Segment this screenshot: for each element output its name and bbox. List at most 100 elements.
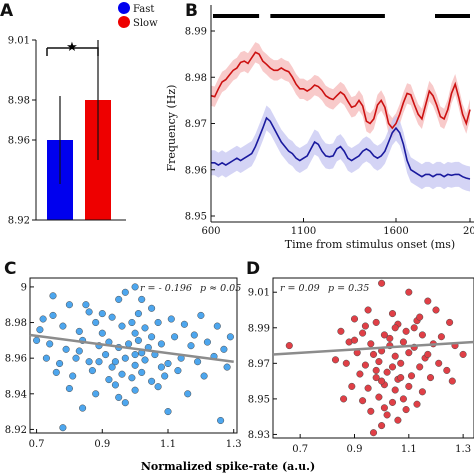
x-tick-label: 1100 [291, 226, 316, 237]
legend-swatch-slow [118, 16, 130, 28]
y-tick-label: 8.94 [5, 389, 27, 400]
scatter-point [399, 338, 407, 346]
scatter-point [380, 331, 388, 339]
scatter-point [359, 329, 367, 337]
scatter-point [167, 315, 175, 323]
scatter-point [59, 322, 67, 330]
scatter-point [111, 381, 119, 389]
y-tick-label: 8.92 [8, 216, 30, 227]
y-tick-label: 8.99 [248, 323, 270, 334]
scatter-point [217, 416, 225, 425]
scatter-point [386, 334, 394, 342]
panel-c: C 8.92 8.94 8.96 8.98 9 0.7 0.9 1.1 1.3 r = - 0.… [4, 259, 242, 450]
scatter-point [213, 322, 221, 330]
scatter-point [378, 377, 386, 385]
scatter-point [369, 429, 378, 437]
scatter-point [372, 318, 380, 326]
panel-a: A 8.92 8.96 8.98 9.01 Fast Slow ★ [0, 1, 158, 227]
scatter-point [49, 292, 57, 300]
scatter-point [413, 400, 421, 408]
scatter-point [223, 363, 231, 371]
scatter-point [134, 310, 142, 318]
scatter-point [62, 345, 70, 353]
panel-c-p-annotation: p ≈ 0.05 [200, 283, 241, 294]
scatter-point [331, 356, 340, 364]
scatter-point [157, 340, 165, 348]
scatter-point [407, 372, 416, 380]
scatter-point [39, 315, 47, 323]
scatter-point [388, 310, 397, 318]
scatter-point [131, 329, 139, 337]
panel-b: B 8.95 8.96 8.97 8.98 8.99 600 1100 1600 20 Freq… [165, 1, 474, 251]
scatter-point [437, 333, 445, 341]
scatter-point [108, 363, 116, 371]
significance-bracket [46, 47, 99, 56]
y-tick-label: 8.96 [185, 165, 207, 176]
scatter-point [88, 367, 96, 375]
x-tick-label: 1.1 [401, 444, 417, 455]
scatter-point [190, 331, 198, 339]
panel-b-letter: B [185, 1, 198, 21]
scatter-point [443, 366, 451, 374]
scatter-point [164, 359, 172, 368]
scatter-point [367, 340, 375, 348]
scatter-point [383, 368, 391, 376]
scatter-point [157, 363, 165, 371]
x-tick-label: 0.9 [94, 439, 110, 450]
scatter-point [361, 322, 369, 330]
scatter-point [171, 333, 179, 341]
scatter-point [388, 363, 397, 371]
y-tick-label: 8.98 [5, 318, 27, 329]
scatter-point [350, 315, 359, 323]
scatter-point [361, 361, 369, 369]
scatter-point [372, 366, 380, 374]
x-tick-label: 600 [201, 226, 220, 237]
scatter-point [164, 408, 172, 416]
panel-b-ylabel: Frequency (Hz) [165, 85, 178, 172]
scatter-point [375, 358, 383, 366]
significance-star: ★ [66, 40, 78, 55]
scatter-point [108, 313, 116, 321]
scatter-point [356, 370, 364, 378]
x-tick-label: 0.7 [292, 444, 308, 455]
scatter-point [402, 327, 410, 335]
panel-c-letter: C [4, 259, 16, 279]
scatter-point [340, 395, 348, 403]
y-tick-label: 8.95 [248, 394, 270, 405]
scatter-point [118, 370, 126, 378]
scatter-point [49, 311, 57, 319]
scatter-point [134, 336, 142, 344]
y-tick-label: 9 [21, 282, 27, 293]
scatter-point [399, 395, 407, 403]
fast-series-line [211, 116, 471, 180]
scatter-point [131, 351, 139, 359]
scatter-point [375, 393, 383, 401]
scatter-point [128, 318, 136, 327]
scatter-point [391, 324, 399, 332]
slow-sem-band [211, 42, 470, 139]
fit-line [272, 340, 474, 356]
scatter-point [36, 326, 44, 334]
panel-d-r-annotation: r = 0.09 [280, 283, 320, 294]
scatter-point [92, 390, 100, 398]
x-tick-label: 1.3 [455, 444, 471, 455]
scatter-point [194, 358, 202, 366]
scatter-point [369, 350, 378, 358]
scatter-point [148, 304, 156, 312]
scatter-point [426, 374, 435, 382]
scatter-point [141, 356, 149, 364]
scatter-point [148, 377, 156, 385]
scatter-point [394, 416, 402, 424]
scatter-point [128, 374, 136, 382]
scatter-point [380, 404, 388, 412]
scatter-point [348, 382, 356, 390]
scatter-point [161, 372, 169, 380]
scatter-point [410, 324, 418, 332]
scatter-point [72, 354, 80, 362]
scatter-point [121, 354, 129, 362]
x-tick-label: 0.9 [347, 444, 363, 455]
panel-d-frame [272, 277, 474, 439]
scatter-point [118, 322, 126, 330]
scatter-point [121, 288, 129, 296]
x-tick-label: 20 [463, 226, 474, 237]
